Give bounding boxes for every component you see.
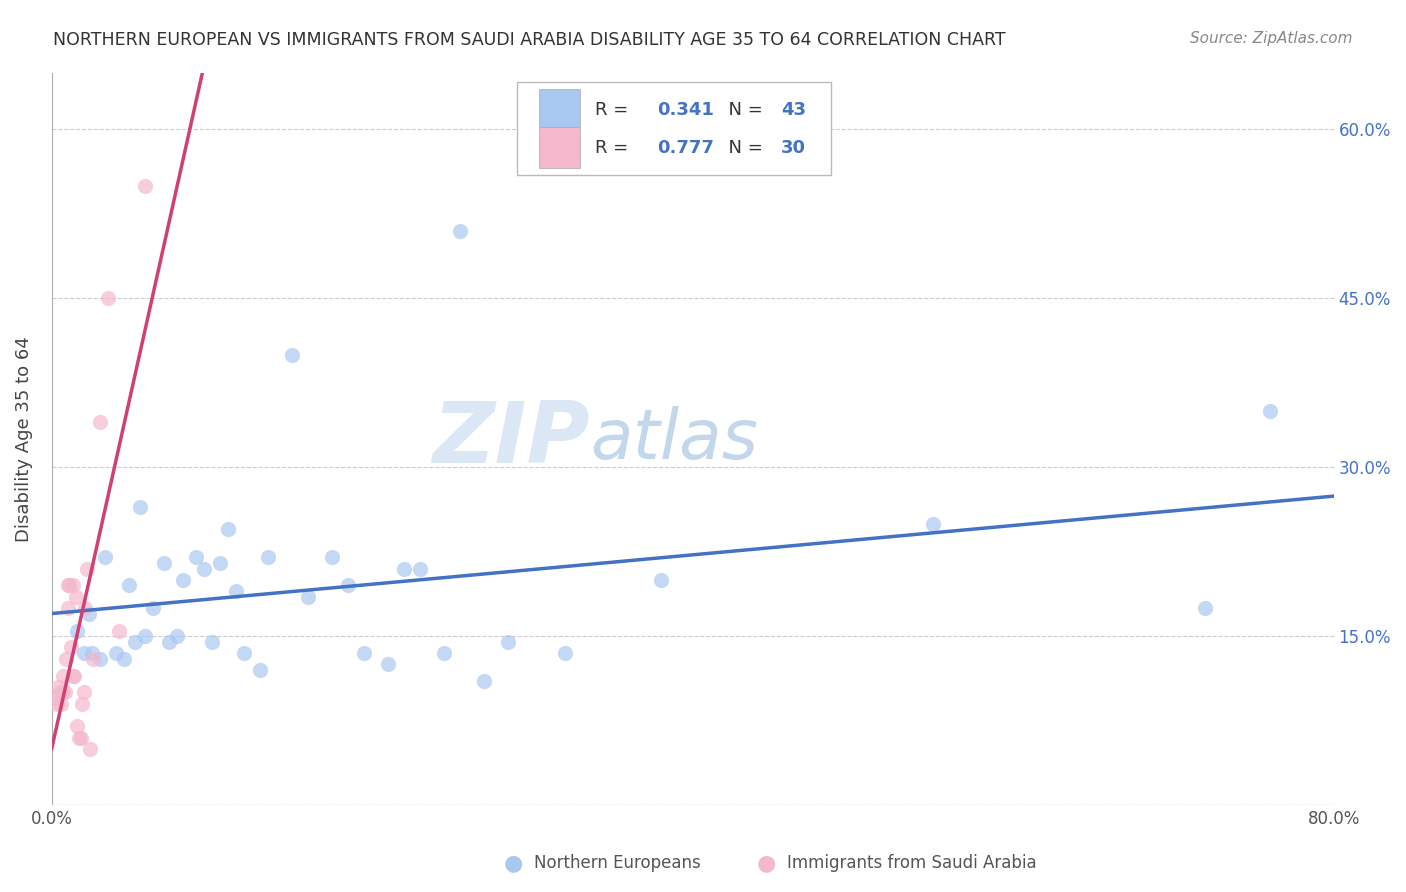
Point bbox=[193, 561, 215, 575]
Point bbox=[82, 651, 104, 665]
Text: N =: N = bbox=[717, 101, 769, 119]
Point bbox=[474, 674, 496, 689]
Point bbox=[75, 601, 97, 615]
Point bbox=[73, 685, 96, 699]
FancyBboxPatch shape bbox=[517, 82, 831, 176]
Point bbox=[52, 685, 75, 699]
Point bbox=[63, 668, 86, 682]
Point bbox=[257, 550, 280, 565]
Point bbox=[166, 629, 188, 643]
Point bbox=[76, 561, 98, 575]
Point bbox=[650, 573, 672, 587]
Point bbox=[108, 624, 131, 638]
Text: R =: R = bbox=[595, 101, 634, 119]
Point bbox=[172, 573, 194, 587]
Point bbox=[249, 663, 271, 677]
Point bbox=[124, 634, 146, 648]
Point bbox=[51, 697, 73, 711]
Point bbox=[56, 578, 79, 592]
Point bbox=[89, 415, 111, 429]
Text: 0.341: 0.341 bbox=[657, 101, 714, 119]
Point bbox=[142, 601, 165, 615]
Point bbox=[58, 578, 80, 592]
Point bbox=[112, 651, 135, 665]
Text: 43: 43 bbox=[782, 101, 806, 119]
Point bbox=[89, 651, 111, 665]
Point bbox=[409, 561, 432, 575]
Text: Immigrants from Saudi Arabia: Immigrants from Saudi Arabia bbox=[787, 855, 1038, 872]
Point bbox=[208, 556, 231, 570]
Text: 0.777: 0.777 bbox=[657, 138, 714, 157]
Point bbox=[93, 550, 115, 565]
Point bbox=[353, 646, 375, 660]
Point bbox=[1194, 601, 1216, 615]
Text: Northern Europeans: Northern Europeans bbox=[534, 855, 702, 872]
Point bbox=[77, 607, 100, 621]
Text: NORTHERN EUROPEAN VS IMMIGRANTS FROM SAUDI ARABIA DISABILITY AGE 35 TO 64 CORREL: NORTHERN EUROPEAN VS IMMIGRANTS FROM SAU… bbox=[53, 31, 1007, 49]
Point bbox=[62, 578, 84, 592]
Point bbox=[337, 578, 360, 592]
Point bbox=[498, 634, 520, 648]
Point bbox=[97, 291, 120, 305]
Point bbox=[55, 651, 77, 665]
Point bbox=[281, 347, 304, 361]
Point bbox=[79, 741, 101, 756]
Point bbox=[80, 646, 103, 660]
Point bbox=[201, 634, 224, 648]
Text: 30: 30 bbox=[782, 138, 806, 157]
Point bbox=[153, 556, 176, 570]
Point bbox=[118, 578, 141, 592]
Point bbox=[56, 601, 79, 615]
Point bbox=[321, 550, 343, 565]
Point bbox=[225, 584, 247, 599]
Point bbox=[1258, 404, 1281, 418]
Bar bbox=[538, 128, 579, 168]
Text: atlas: atlas bbox=[591, 406, 758, 473]
Point bbox=[59, 640, 82, 655]
Text: R =: R = bbox=[595, 138, 634, 157]
Text: Source: ZipAtlas.com: Source: ZipAtlas.com bbox=[1189, 31, 1353, 46]
Point bbox=[70, 697, 93, 711]
Point bbox=[52, 668, 75, 682]
Point bbox=[433, 646, 456, 660]
Point bbox=[104, 646, 127, 660]
Point bbox=[45, 697, 67, 711]
Point bbox=[394, 561, 416, 575]
Point bbox=[922, 516, 945, 531]
Point bbox=[297, 590, 319, 604]
Point bbox=[217, 522, 239, 536]
Point bbox=[73, 646, 96, 660]
Point bbox=[53, 685, 76, 699]
Point bbox=[377, 657, 399, 672]
Point bbox=[553, 646, 575, 660]
Text: ●: ● bbox=[503, 854, 523, 873]
Y-axis label: Disability Age 35 to 64: Disability Age 35 to 64 bbox=[15, 336, 32, 542]
Text: ●: ● bbox=[756, 854, 776, 873]
Point bbox=[69, 731, 91, 745]
Point bbox=[157, 634, 180, 648]
Text: N =: N = bbox=[717, 138, 769, 157]
Point bbox=[134, 178, 156, 193]
Bar bbox=[538, 89, 579, 129]
Point bbox=[62, 668, 84, 682]
Point bbox=[66, 624, 89, 638]
Point bbox=[449, 224, 471, 238]
Point bbox=[184, 550, 207, 565]
Point bbox=[67, 731, 90, 745]
Point bbox=[134, 629, 156, 643]
Text: ZIP: ZIP bbox=[433, 398, 591, 481]
Point bbox=[233, 646, 256, 660]
Point bbox=[44, 691, 66, 706]
Point bbox=[49, 685, 72, 699]
Point bbox=[46, 680, 69, 694]
Point bbox=[65, 590, 87, 604]
Point bbox=[66, 719, 89, 733]
Point bbox=[128, 500, 150, 514]
